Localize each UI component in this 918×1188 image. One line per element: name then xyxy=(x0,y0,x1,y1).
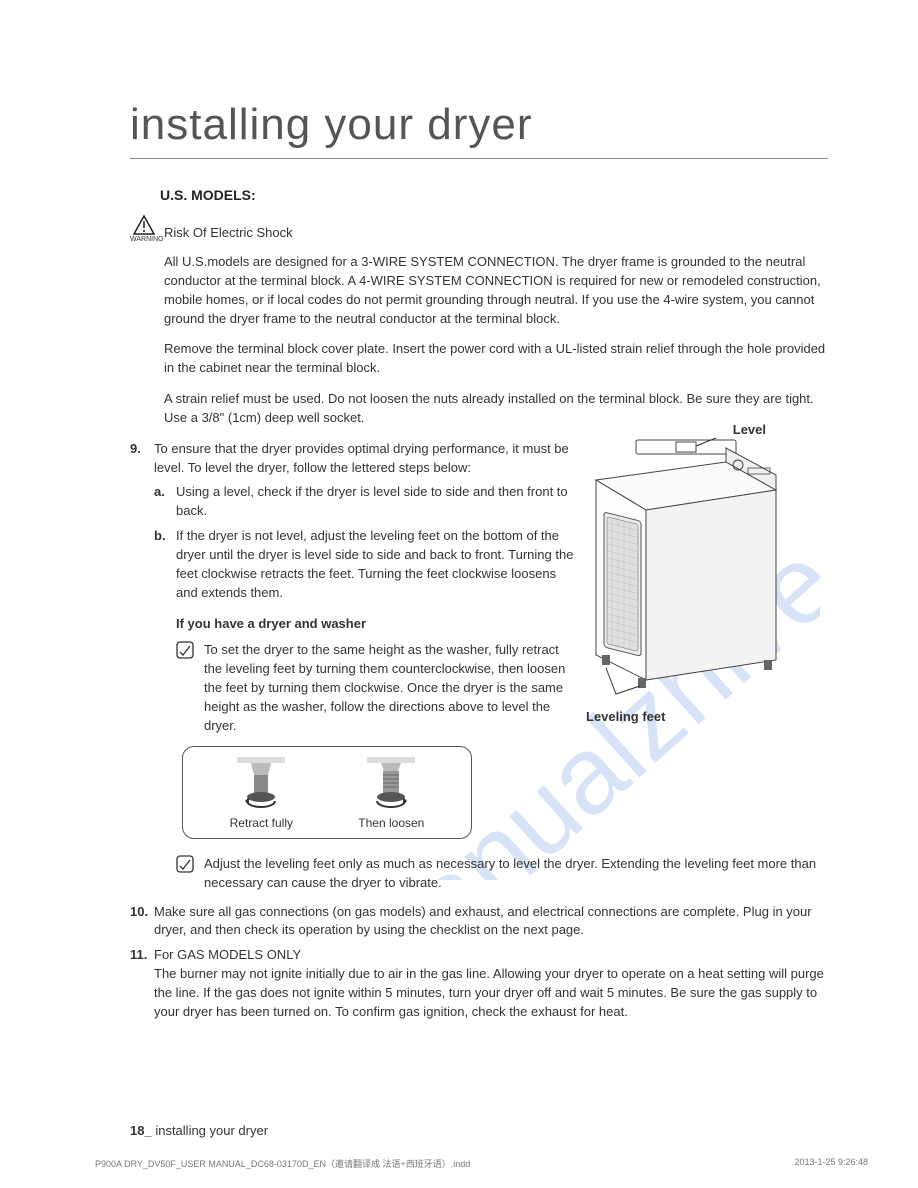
paragraph-2: Remove the terminal block cover plate. I… xyxy=(164,340,828,378)
note-icon xyxy=(176,641,196,735)
step-9-note1: To set the dryer to the same height as t… xyxy=(204,641,574,735)
paragraph-1: All U.S.models are designed for a 3-WIRE… xyxy=(164,253,828,328)
step-9a-text: Using a level, check if the dryer is lev… xyxy=(176,483,574,521)
section-header: U.S. MODELS: xyxy=(160,187,828,203)
leveling-feet-diagram: Retract fully xyxy=(182,746,472,839)
note-icon xyxy=(176,855,196,893)
step-10-text: Make sure all gas connections (on gas mo… xyxy=(154,903,828,941)
step-10: 10. Make sure all gas connections (on ga… xyxy=(130,903,828,941)
step-9-number: 9. xyxy=(130,440,154,849)
dryer-figure: Level xyxy=(576,420,786,724)
warning-icon: WARNING xyxy=(130,215,158,243)
print-metadata: P900A DRY_DV50F_USER MANUAL_DC68-03170D_… xyxy=(95,1157,868,1170)
leveling-feet-label: Leveling feet xyxy=(586,709,786,724)
retract-foot-icon xyxy=(237,757,285,811)
diagram-retract-label: Retract fully xyxy=(230,816,293,830)
page-title: installing your dryer xyxy=(130,100,828,159)
step-9-note2: Adjust the leveling feet only as much as… xyxy=(204,855,828,893)
print-file: P900A DRY_DV50F_USER MANUAL_DC68-03170D_… xyxy=(95,1157,470,1170)
intro-paragraphs: All U.S.models are designed for a 3-WIRE… xyxy=(164,253,828,428)
diagram-loosen-label: Then loosen xyxy=(358,816,424,830)
footer-label: installing your dryer xyxy=(155,1123,268,1138)
step-11-text: The burner may not ignite initially due … xyxy=(154,966,824,1019)
print-timestamp: 2013-1-25 9:26:48 xyxy=(794,1157,868,1170)
step-9b-text: If the dryer is not level, adjust the le… xyxy=(176,527,574,602)
warning-row: WARNING Risk Of Electric Shock xyxy=(130,215,828,243)
page-number: 18_ xyxy=(130,1123,152,1138)
step-11-number: 11. xyxy=(130,946,154,1021)
step-9a-label: a. xyxy=(154,483,176,521)
step-9-subheader: If you have a dryer and washer xyxy=(176,615,574,634)
step-9b-label: b. xyxy=(154,527,176,602)
warning-text: Risk Of Electric Shock xyxy=(164,225,293,243)
warning-label: WARNING xyxy=(130,236,164,243)
step-11: 11. For GAS MODELS ONLY The burner may n… xyxy=(130,946,828,1021)
page-footer: 18_ installing your dryer xyxy=(130,1123,268,1138)
level-label: Level xyxy=(733,422,766,437)
step-10-number: 10. xyxy=(130,903,154,941)
step-9-intro: To ensure that the dryer provides optima… xyxy=(154,441,569,475)
loosen-foot-icon xyxy=(367,757,415,811)
step-11-title: For GAS MODELS ONLY xyxy=(154,947,301,962)
dryer-illustration xyxy=(576,420,786,700)
